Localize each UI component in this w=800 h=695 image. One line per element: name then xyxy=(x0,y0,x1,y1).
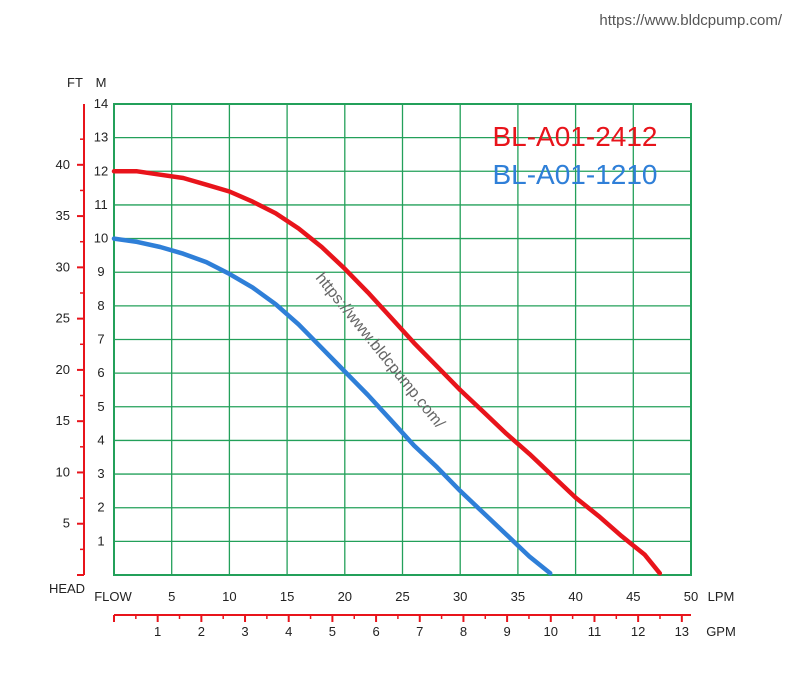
legend-item-bl-a01-1210: BL-A01-1210 xyxy=(492,159,657,190)
y2-tick-label: 40 xyxy=(56,157,70,172)
y2-tick-label: 10 xyxy=(56,464,70,479)
y-tick-label: 1 xyxy=(97,533,104,548)
x2-tick-label: 12 xyxy=(631,624,645,639)
x2-tick-label: 5 xyxy=(329,624,336,639)
x-tick-label: 30 xyxy=(453,589,467,604)
y2-tick-label: 5 xyxy=(63,516,70,531)
x-tick-label: 10 xyxy=(222,589,236,604)
x-axis-start-label: FLOW xyxy=(94,589,132,604)
y-tick-label: 8 xyxy=(97,298,104,313)
x-tick-label: 35 xyxy=(511,589,525,604)
x-tick-label: 25 xyxy=(395,589,409,604)
x-tick-label: 50 xyxy=(684,589,698,604)
site-url[interactable]: https://www.bldcpump.com/ xyxy=(599,12,782,29)
x-tick-label: 20 xyxy=(338,589,352,604)
grid-layer xyxy=(113,103,692,576)
series-line-bl-a01-2412 xyxy=(111,169,663,576)
y-tick-label: 5 xyxy=(97,399,104,414)
x2-tick-label: 7 xyxy=(416,624,423,639)
x2-axis-unit-label: GPM xyxy=(706,624,736,639)
y-tick-label: 3 xyxy=(97,466,104,481)
x2-tick-label: 6 xyxy=(372,624,379,639)
series-line-bl-a01-1210 xyxy=(111,236,553,576)
x-axis-unit-label: LPM xyxy=(708,589,735,604)
y2-axis-unit-label: FT xyxy=(67,75,83,90)
y-tick-label: 10 xyxy=(94,231,108,246)
plot-border xyxy=(113,103,692,576)
y2-tick-label: 35 xyxy=(56,208,70,223)
x2-tick-label: 13 xyxy=(675,624,689,639)
x-tick-label: 45 xyxy=(626,589,640,604)
y2-tick-label: 25 xyxy=(56,311,70,326)
y-tick-label: 14 xyxy=(94,96,108,111)
y-axis-unit-label: M xyxy=(96,75,107,90)
x2-tick-label: 4 xyxy=(285,624,292,639)
x-tick-label: 5 xyxy=(168,589,175,604)
x2-tick-label: 11 xyxy=(588,624,602,639)
y-tick-label: 13 xyxy=(94,130,108,145)
y-axis-start-label: HEAD xyxy=(49,581,85,596)
legend-item-bl-a01-2412: BL-A01-2412 xyxy=(492,121,657,152)
x2-tick-label: 9 xyxy=(503,624,510,639)
y-tick-label: 11 xyxy=(94,197,108,212)
x2-tick-label: 10 xyxy=(544,624,558,639)
x2-tick-label: 1 xyxy=(154,624,161,639)
x2-tick-label: 8 xyxy=(460,624,467,639)
y2-tick-label: 20 xyxy=(56,362,70,377)
y2-tick-label: 15 xyxy=(56,413,70,428)
y-tick-label: 9 xyxy=(97,264,104,279)
x2-tick-label: 2 xyxy=(198,624,205,639)
y-tick-label: 2 xyxy=(97,500,104,515)
y-tick-label: 6 xyxy=(97,365,104,380)
y-tick-label: 7 xyxy=(97,332,104,347)
y2-tick-label: 30 xyxy=(56,259,70,274)
x-tick-label: 15 xyxy=(280,589,294,604)
y-tick-label: 12 xyxy=(94,163,108,178)
x-tick-label: 40 xyxy=(568,589,582,604)
curve-layer xyxy=(111,169,663,576)
x2-tick-label: 3 xyxy=(241,624,248,639)
y-tick-label: 4 xyxy=(97,432,104,447)
